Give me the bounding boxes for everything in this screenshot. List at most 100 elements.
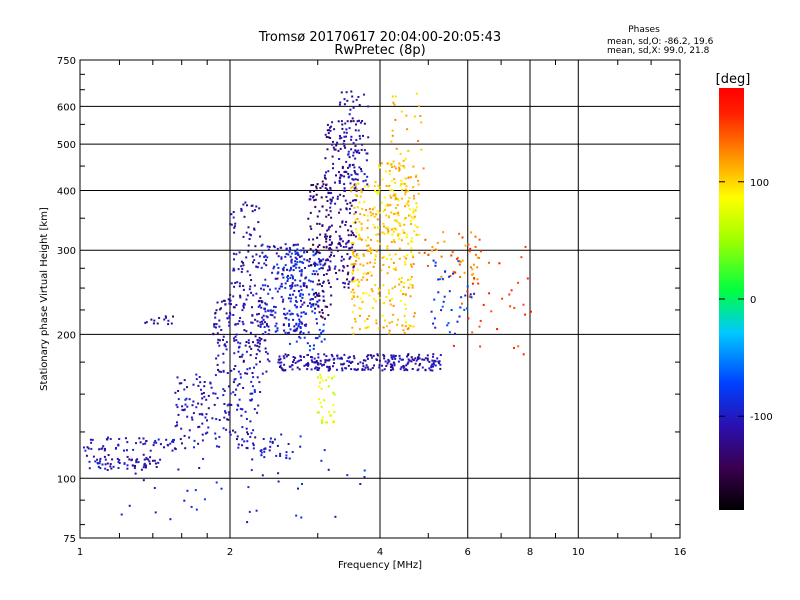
data-point (352, 280, 355, 283)
data-point (234, 365, 237, 367)
data-point (392, 160, 395, 163)
data-point (383, 196, 386, 199)
data-point (261, 322, 264, 325)
data-point (303, 251, 306, 254)
data-point (366, 152, 369, 155)
data-point (269, 445, 272, 448)
data-point (379, 242, 381, 245)
data-point (387, 361, 390, 364)
data-point (294, 304, 297, 307)
data-point (371, 307, 374, 309)
data-point (374, 284, 377, 287)
data-point (353, 291, 356, 294)
data-point (360, 191, 363, 194)
data-point (341, 369, 344, 372)
data-point (381, 178, 384, 181)
data-point (237, 268, 240, 271)
data-point (398, 233, 401, 236)
data-point (376, 354, 379, 357)
data-point (381, 369, 384, 372)
data-point (330, 353, 333, 356)
data-point (390, 140, 393, 143)
data-point (248, 238, 251, 240)
data-point (340, 120, 343, 123)
data-point (351, 271, 354, 274)
data-point (370, 252, 372, 255)
data-point (315, 270, 318, 273)
data-point (268, 360, 271, 363)
data-point (395, 207, 397, 209)
data-point (339, 193, 342, 196)
data-point (205, 413, 208, 416)
data-point (241, 268, 244, 270)
data-point (271, 442, 274, 444)
data-point (330, 254, 332, 257)
data-point (374, 254, 377, 257)
data-point (321, 289, 324, 292)
data-point (159, 443, 162, 446)
data-point (236, 435, 239, 438)
data-point (315, 360, 318, 362)
data-point (145, 456, 148, 459)
data-point (354, 320, 357, 323)
data-point (337, 120, 340, 123)
data-point (133, 467, 136, 470)
data-point (374, 255, 377, 258)
data-point (350, 120, 353, 123)
data-point (263, 255, 266, 258)
data-point (99, 467, 102, 470)
data-point (352, 269, 355, 272)
data-point (218, 308, 221, 311)
data-point (431, 359, 434, 362)
data-point (367, 325, 370, 328)
data-point (301, 303, 304, 306)
data-point (348, 163, 351, 166)
data-point (328, 365, 331, 368)
data-point (233, 226, 236, 229)
data-point (284, 353, 287, 356)
data-point (352, 296, 355, 298)
data-point (377, 226, 380, 229)
data-point (101, 447, 104, 450)
data-point (398, 166, 401, 169)
data-point (432, 361, 435, 364)
data-point (402, 293, 405, 296)
data-point (228, 431, 231, 434)
data-point (278, 358, 281, 361)
data-point (225, 312, 228, 315)
data-point (282, 355, 285, 358)
data-point (86, 446, 89, 449)
data-point (426, 359, 429, 362)
data-point (192, 383, 195, 386)
data-point (329, 243, 332, 246)
data-point (261, 320, 263, 323)
data-point (357, 285, 360, 288)
data-point (280, 257, 283, 260)
data-point (317, 279, 320, 282)
data-point (522, 353, 525, 356)
data-point (334, 181, 336, 184)
data-point (333, 357, 336, 360)
data-point (291, 282, 294, 285)
data-point (426, 354, 429, 357)
data-point (318, 283, 321, 286)
data-point (277, 267, 280, 269)
data-point (342, 142, 345, 145)
data-point (470, 231, 472, 234)
data-point (232, 269, 235, 272)
data-point (339, 135, 341, 137)
x-tick-label: 16 (674, 547, 687, 558)
data-point (386, 203, 389, 206)
data-point (354, 157, 357, 160)
data-point (410, 223, 412, 225)
data-point (335, 144, 338, 147)
data-point (226, 418, 229, 421)
data-point (342, 246, 345, 248)
data-point (203, 395, 206, 398)
x-axis-label: Frequency [MHz] (338, 560, 422, 571)
data-point (206, 431, 209, 434)
data-point (296, 284, 299, 287)
data-point (153, 459, 156, 462)
data-point (329, 235, 332, 238)
data-point (418, 353, 421, 356)
